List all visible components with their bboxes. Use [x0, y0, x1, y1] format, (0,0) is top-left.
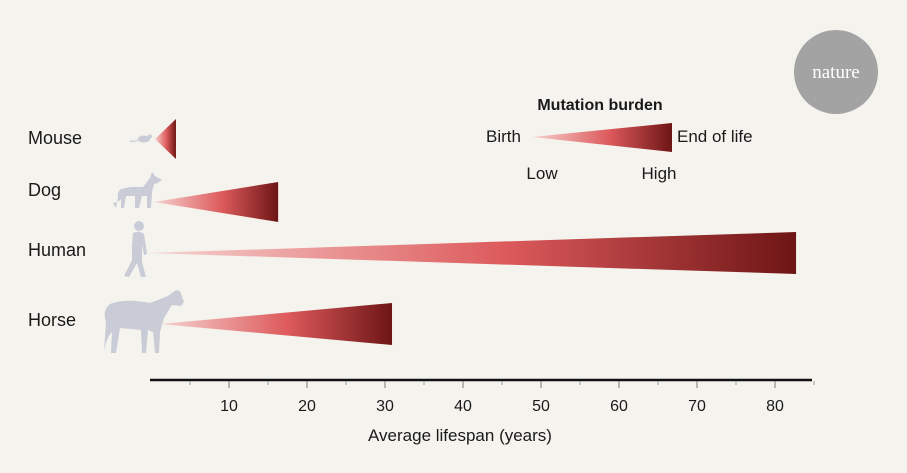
- mouse-icon: [129, 134, 152, 143]
- legend-title: Mutation burden: [537, 97, 662, 114]
- category-label-mouse: Mouse: [28, 128, 82, 148]
- logo-circle: [794, 30, 878, 114]
- x-tick-label: 70: [688, 398, 706, 415]
- x-tick-label: 20: [298, 398, 316, 415]
- legend-end-label: End of life: [677, 127, 753, 146]
- category-label-horse: Horse: [28, 310, 76, 330]
- dog-icon: [113, 172, 162, 208]
- x-axis-ticks: 10 20 30 40 50 60 70 80: [189, 381, 815, 415]
- category-label-dog: Dog: [28, 180, 61, 200]
- legend-wedge: [532, 123, 672, 152]
- category-label-human: Human: [28, 240, 86, 260]
- wedge-mouse: [155, 119, 176, 159]
- human-icon: [124, 221, 147, 277]
- wedge-human: [148, 232, 797, 274]
- x-tick-label: 60: [610, 398, 628, 415]
- legend: Mutation burden Birth End of life Low Hi…: [486, 97, 753, 183]
- x-tick-label: 10: [220, 398, 238, 415]
- x-axis-title: Average lifespan (years): [368, 426, 552, 445]
- logo-text: nature: [812, 62, 859, 83]
- x-tick-label: 40: [454, 398, 472, 415]
- nature-logo: nature: [794, 30, 878, 114]
- legend-birth-label: Birth: [486, 127, 521, 146]
- legend-high-label: High: [642, 164, 677, 183]
- x-tick-label: 50: [532, 398, 550, 415]
- x-tick-label: 80: [766, 398, 784, 415]
- x-tick-label: 30: [376, 398, 394, 415]
- wedge-dog: [154, 182, 279, 222]
- wedge-series: [148, 119, 797, 345]
- wedge-horse: [160, 303, 393, 345]
- horse-icon: [104, 290, 184, 353]
- legend-low-label: Low: [526, 164, 558, 183]
